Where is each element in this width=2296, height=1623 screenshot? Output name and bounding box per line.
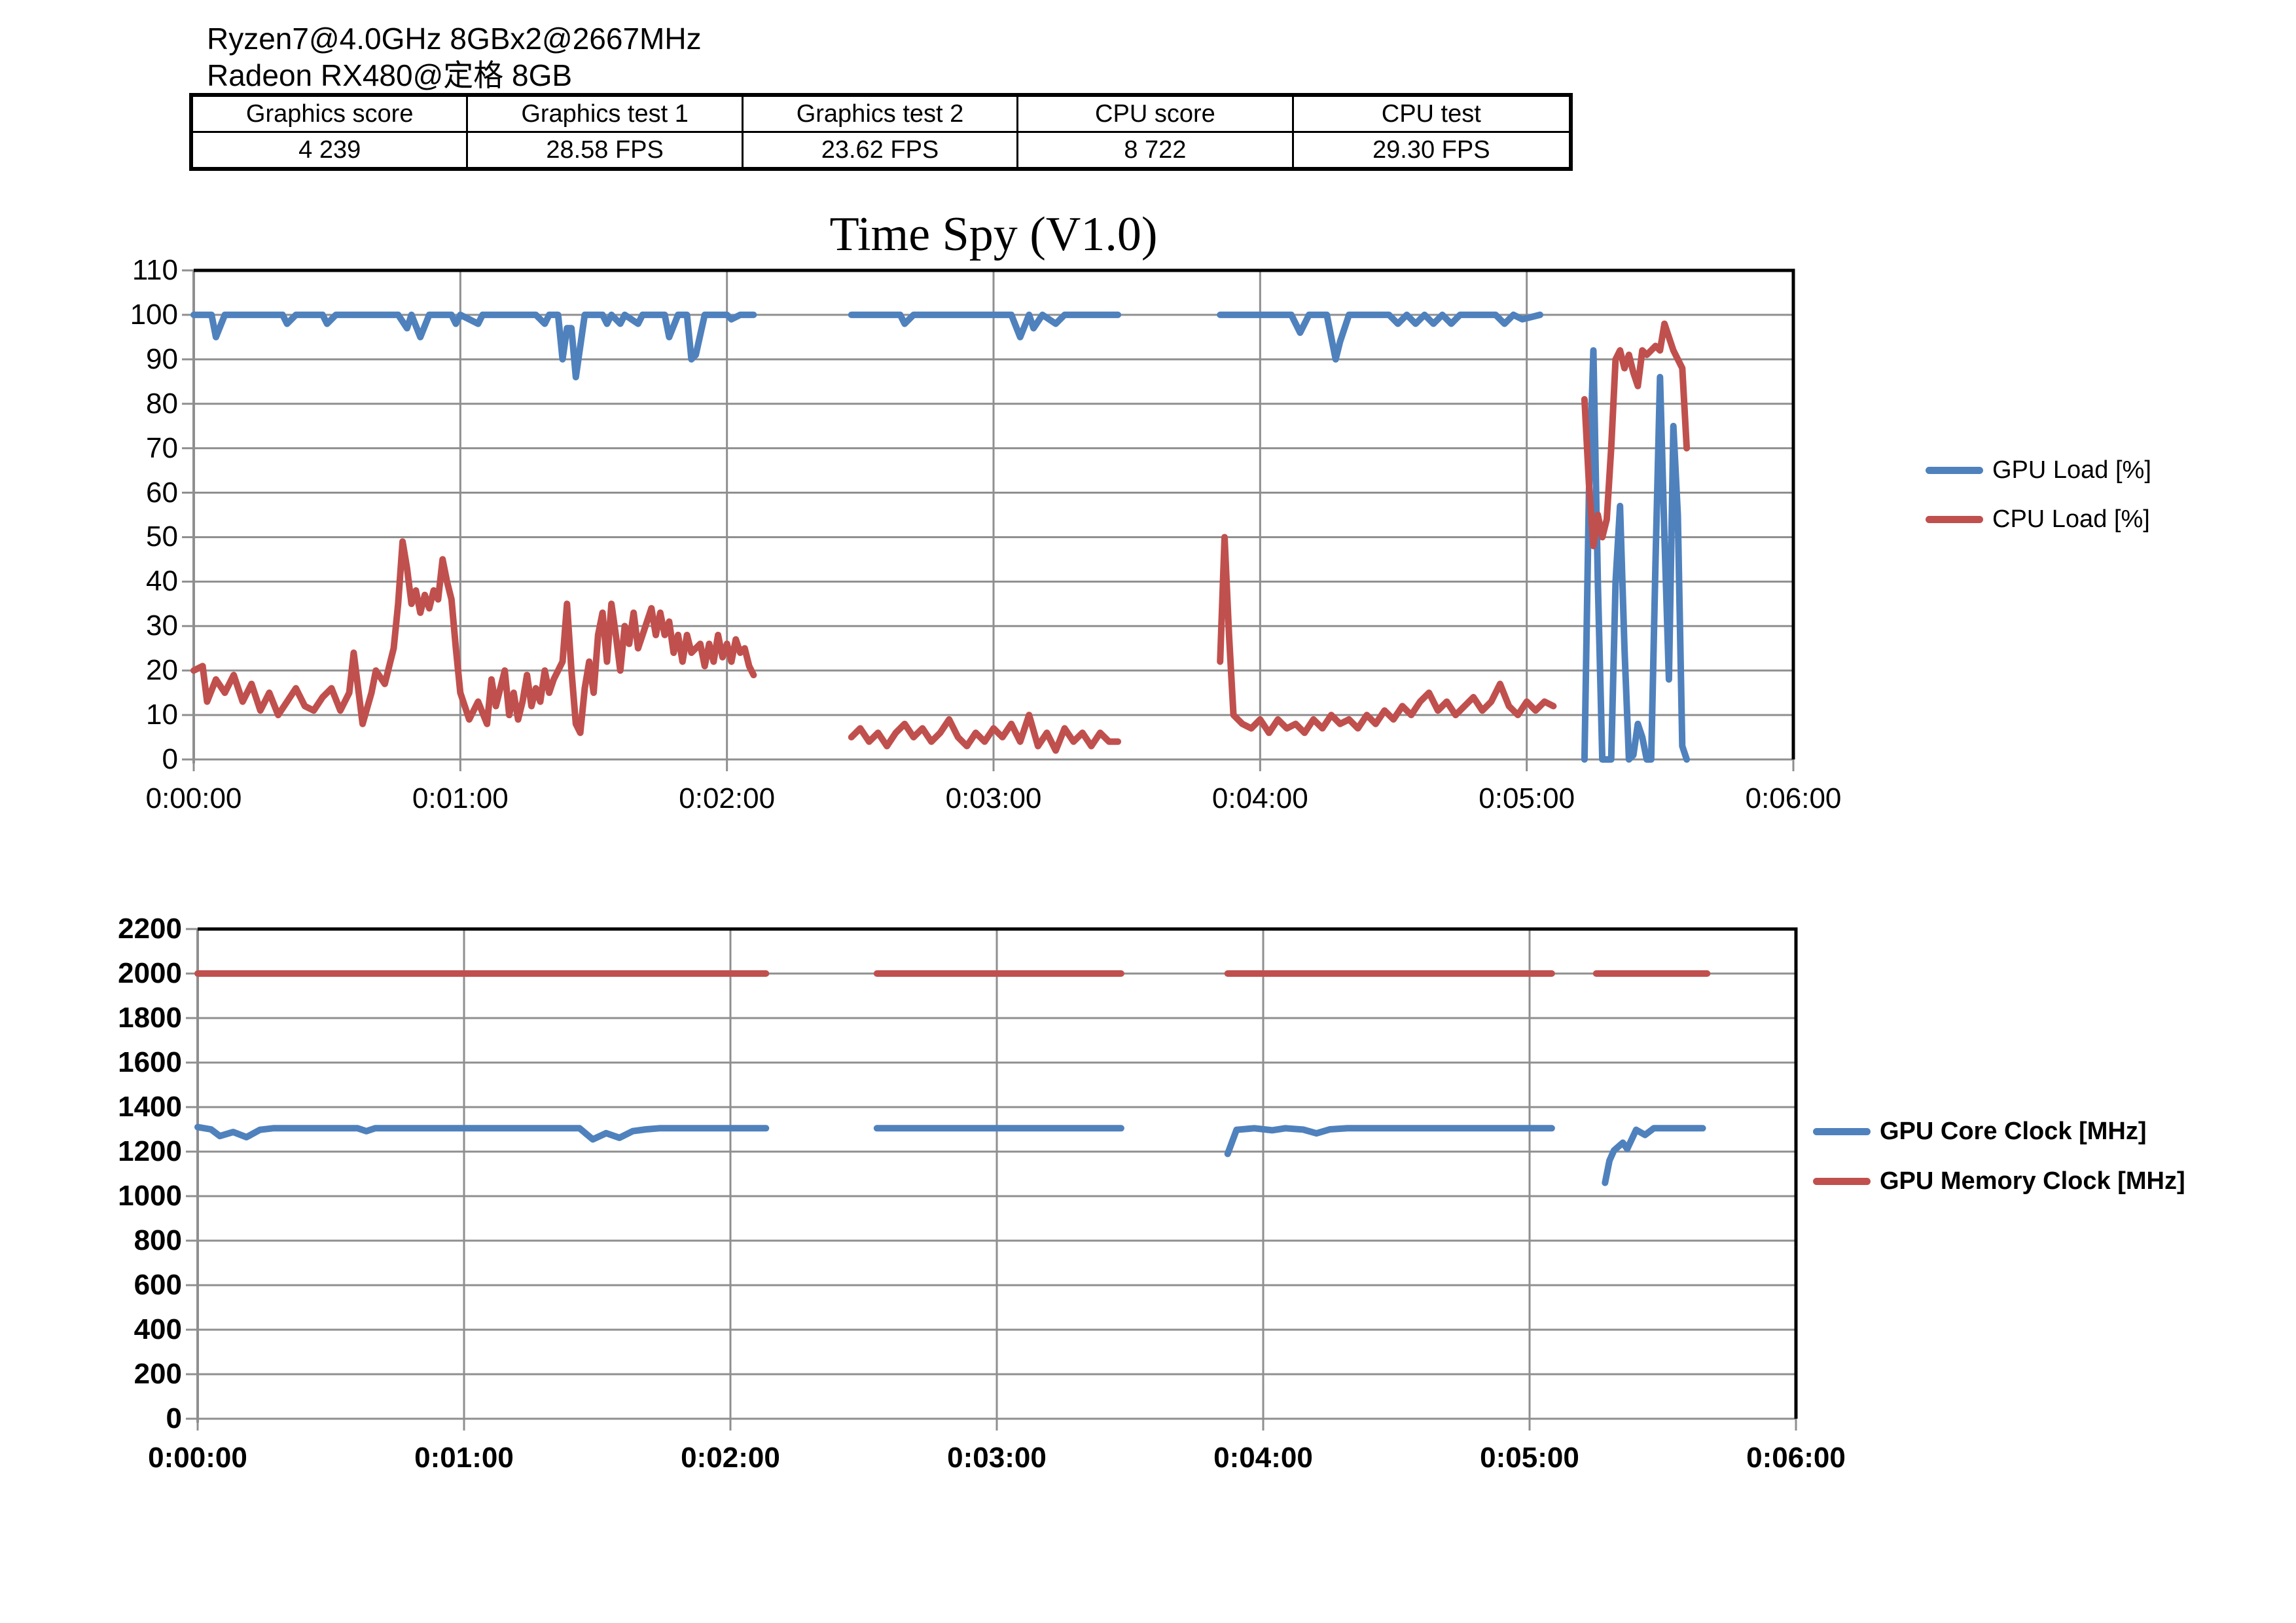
score-table-value-cpu-score: 8 722: [1018, 133, 1294, 167]
y-axis-tick-label: 50: [146, 520, 178, 553]
legend-item-label: GPU Core Clock [MHz]: [1880, 1117, 2147, 1145]
y-axis-tick-label: 1800: [118, 1002, 182, 1034]
gpu-core-clock-mhz-line: [1602, 1125, 1706, 1186]
gpu-core-clock-mhz-line: [1224, 1125, 1555, 1158]
load-chart: [182, 268, 1795, 771]
x-axis-tick-label: 0:03:00: [945, 782, 1042, 814]
y-axis-tick-label: 2200: [118, 913, 182, 945]
score-table-value-graphics-test-1: 28.58 FPS: [468, 133, 744, 167]
y-axis-tick-label: 70: [146, 431, 178, 464]
y-axis-tick-label: 20: [146, 654, 178, 687]
y-axis-tick-label: 400: [134, 1313, 182, 1345]
legend-item: GPU Memory Clock [MHz]: [1813, 1166, 2185, 1196]
system-spec-cpu-ram: Ryzen7@4.0GHz 8GBx2@2667MHz: [207, 22, 702, 56]
x-axis-tick-label: 0:06:00: [1745, 782, 1842, 814]
cpu-load-line: [1217, 534, 1557, 737]
score-table-header-cpu-test: CPU test: [1293, 97, 1569, 133]
y-axis-tick-label: 100: [130, 298, 178, 331]
score-table-header-graphics-test-1: Graphics test 1: [468, 97, 744, 133]
y-axis-tick-label: 80: [146, 387, 178, 420]
x-axis-tick-label: 0:00:00: [145, 782, 242, 814]
y-axis-tick-label: 200: [134, 1358, 182, 1390]
y-axis-tick-label: 40: [146, 565, 178, 598]
y-axis-tick-label: 0: [162, 743, 178, 775]
score-table-value-graphics-test-2: 23.62 FPS: [744, 133, 1019, 167]
y-axis-tick-label: 110: [132, 254, 178, 286]
score-table-header-cpu-score: CPU score: [1018, 97, 1294, 133]
legend-item-label: CPU Load [%]: [1992, 505, 2150, 533]
score-table-header-graphics-test-2: Graphics test 2: [743, 97, 1019, 133]
x-axis-tick-label: 0:03:00: [947, 1442, 1047, 1474]
legend-line-swatch: [1926, 466, 1983, 474]
y-axis-tick-label: 800: [134, 1224, 182, 1256]
score-table-header-graphics-score: Graphics score: [193, 97, 469, 133]
x-axis-tick-label: 0:00:00: [148, 1442, 247, 1474]
score-table-value-cpu-test: 29.30 FPS: [1372, 136, 1490, 164]
clock-chart: [186, 927, 1798, 1431]
y-axis-tick-label: 60: [146, 476, 178, 509]
x-axis-tick-label: 0:04:00: [1211, 782, 1308, 814]
x-axis-tick-label: 0:02:00: [679, 782, 776, 814]
y-axis-tick-label: 30: [146, 610, 178, 642]
x-axis-tick-label: 0:01:00: [414, 1442, 514, 1474]
x-axis-tick-label: 0:01:00: [412, 782, 509, 814]
legend-item-label: GPU Load [%]: [1992, 456, 2151, 484]
legend-item: CPU Load [%]: [1926, 504, 2150, 534]
cpu-load-line: [190, 538, 757, 737]
x-axis-tick-label: 0:02:00: [681, 1442, 780, 1474]
cpu-load-line: [848, 712, 1122, 754]
x-axis-tick-label: 0:06:00: [1746, 1442, 1846, 1474]
y-axis-tick-label: 1000: [118, 1180, 182, 1212]
y-axis-tick-label: 10: [146, 699, 178, 731]
legend-line-swatch: [1813, 1127, 1871, 1135]
score-table: Graphics score Graphics test 1 Graphics …: [189, 93, 1573, 171]
y-axis-tick-label: 0: [166, 1402, 182, 1434]
legend-item: GPU Core Clock [MHz]: [1813, 1116, 2146, 1146]
y-axis-tick-label: 1400: [118, 1091, 182, 1123]
y-axis-tick-label: 1600: [118, 1046, 182, 1078]
y-axis-tick-label: 1200: [118, 1135, 182, 1167]
legend-line-swatch: [1926, 515, 1983, 523]
legend-item: GPU Load [%]: [1926, 455, 2151, 485]
system-spec-gpu: Radeon RX480@定格 8GB: [207, 58, 573, 92]
chart-title: Time Spy (V1.0): [829, 208, 1158, 261]
legend-item-label: GPU Memory Clock [MHz]: [1880, 1167, 2185, 1195]
gpu-load-line: [190, 311, 757, 380]
legend-line-swatch: [1813, 1177, 1871, 1185]
x-axis-tick-label: 0:05:00: [1479, 782, 1575, 814]
gpu-load-line: [1217, 311, 1543, 363]
gpu-load-line: [848, 311, 1122, 340]
x-axis-tick-label: 0:04:00: [1213, 1442, 1313, 1474]
y-axis-tick-label: 2000: [118, 957, 182, 989]
gpu-load-line: [1581, 347, 1691, 763]
x-axis-tick-label: 0:05:00: [1480, 1442, 1579, 1474]
cpu-load-line: [1581, 320, 1691, 549]
y-axis-tick-label: 600: [134, 1269, 182, 1301]
score-table-value-graphics-score: 4 239: [193, 133, 469, 167]
gpu-core-clock-mhz-line: [194, 1123, 770, 1143]
y-axis-tick-label: 90: [146, 342, 178, 375]
